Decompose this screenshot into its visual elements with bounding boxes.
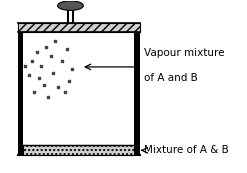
Point	[23, 65, 27, 67]
Point	[56, 85, 60, 88]
Text: Vapour mixture: Vapour mixture	[144, 48, 225, 58]
Bar	[23, 145, 134, 155]
Point	[63, 90, 67, 93]
Point	[46, 95, 50, 98]
Point	[35, 51, 39, 54]
Point	[39, 65, 43, 67]
Ellipse shape	[58, 1, 83, 10]
Point	[53, 39, 57, 42]
Point	[49, 54, 53, 57]
Bar	[18, 23, 140, 32]
Point	[65, 48, 69, 51]
Point	[67, 80, 71, 83]
Text: of A and B: of A and B	[144, 73, 198, 83]
Point	[44, 46, 48, 49]
Point	[27, 73, 31, 76]
Bar	[18, 32, 23, 155]
Bar	[134, 32, 140, 155]
Point	[60, 60, 64, 62]
Point	[37, 77, 41, 79]
Bar	[23, 32, 134, 151]
Point	[70, 68, 74, 71]
Point	[41, 83, 45, 86]
Point	[32, 90, 36, 93]
Point	[51, 71, 55, 74]
Text: Mixture of A & B: Mixture of A & B	[144, 145, 229, 155]
Point	[30, 60, 34, 62]
